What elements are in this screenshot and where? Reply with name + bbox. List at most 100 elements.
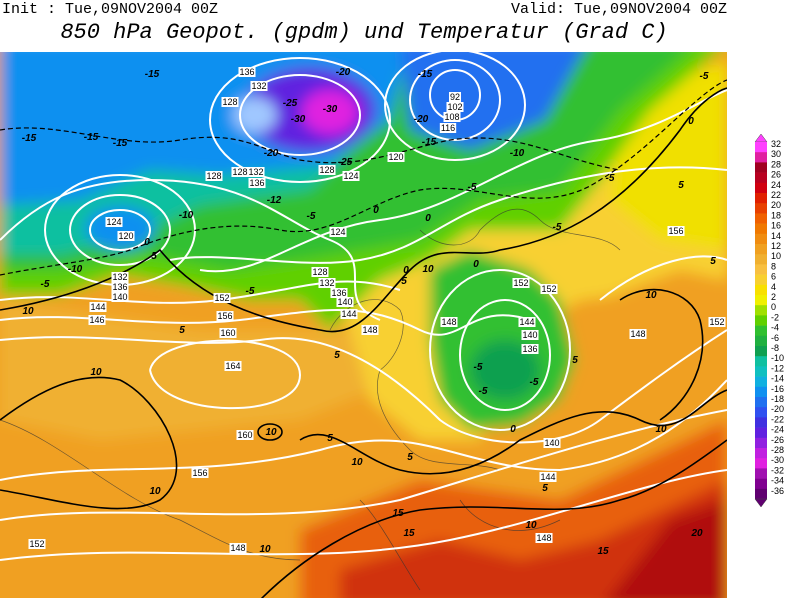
geopotential-label: 128 <box>222 97 237 107</box>
temperature-label: 10 <box>655 424 667 435</box>
colorbar-swatch <box>755 448 767 459</box>
colorbar-swatch <box>755 274 767 286</box>
temperature-label: -12 <box>267 195 282 206</box>
temperature-label: -15 <box>422 137 437 148</box>
temperature-contours <box>0 79 727 598</box>
label-box <box>342 171 360 181</box>
geopotential-label: 140 <box>544 438 559 448</box>
geopotential-label: 152 <box>214 293 229 303</box>
temperature-label: 5 <box>710 256 716 267</box>
colorbar-swatch <box>755 244 767 255</box>
temperature-label: -5 <box>246 286 255 297</box>
temperature-label: 0 <box>144 237 150 248</box>
colorbar-swatch <box>755 315 767 326</box>
temperature-label: 0 <box>403 265 409 276</box>
colorbar-label: -14 <box>771 374 784 384</box>
label-box <box>238 67 256 77</box>
temperature-label: -5 <box>41 279 50 290</box>
label-box <box>311 267 329 277</box>
geopotential-label: 164 <box>225 361 240 371</box>
map-title: 850 hPa Geopot. (gpdm) und Temperatur (G… <box>60 20 667 45</box>
geopotential-label: 136 <box>522 344 537 354</box>
colorbar: 32302826242220181614121086420-2-4-6-8-10… <box>754 133 784 508</box>
colorbar-label: 2 <box>771 292 776 302</box>
colorbar-label: -18 <box>771 394 784 404</box>
label-box <box>224 361 242 371</box>
colorbar-swatch <box>755 142 767 153</box>
geopotential-label: 136 <box>249 178 264 188</box>
geopotential-label: 128 <box>206 171 221 181</box>
label-box <box>629 329 647 339</box>
geopotential-label: 108 <box>444 112 459 122</box>
label-box <box>219 328 237 338</box>
label-box <box>88 315 106 325</box>
temperature-label: -25 <box>283 98 298 109</box>
temperature-label: -20 <box>264 148 279 159</box>
label-box <box>205 171 223 181</box>
colorbar-swatch <box>755 356 767 367</box>
temperature-label: 5 <box>401 276 407 287</box>
geopotential-label: 148 <box>362 325 377 335</box>
colorbar-swatch <box>755 376 767 388</box>
colorbar-label: 8 <box>771 261 776 271</box>
colorbar-label: 0 <box>771 302 776 312</box>
geopotential-label: 160 <box>237 430 252 440</box>
temperature-label: 10 <box>422 264 434 275</box>
geopotential-label: 144 <box>519 317 534 327</box>
temperature-label: 15 <box>403 528 415 539</box>
temperature-label: -20 <box>336 67 351 78</box>
temperature-label: -5 <box>307 211 316 222</box>
colorbar-swatch <box>755 223 767 235</box>
colorbar-label: 10 <box>771 251 781 261</box>
label-box <box>539 472 557 482</box>
colorbar-label: -8 <box>771 343 779 353</box>
label-box <box>512 278 530 288</box>
temperature-label: 10 <box>265 427 277 438</box>
label-box <box>330 288 348 298</box>
temperature-label: -30 <box>323 104 338 115</box>
colorbar-swatch <box>755 172 767 184</box>
geopotential-label: 116 <box>441 123 455 133</box>
colorbar-label: -4 <box>771 323 779 333</box>
temperature-label: 20 <box>690 528 703 539</box>
temperature-label: 5 <box>334 350 340 361</box>
temperature-label: -5 <box>700 71 709 82</box>
temperature-label: 5 <box>542 483 548 494</box>
geopotential-label: 144 <box>341 309 356 319</box>
label-box <box>448 92 462 102</box>
colorbar-swatch <box>755 417 767 428</box>
colorbar-label: 28 <box>771 159 781 169</box>
temperature-label: -5 <box>553 222 562 233</box>
colorbar-swatch <box>755 182 767 194</box>
colorbar-label: -22 <box>771 414 784 424</box>
label-box <box>540 284 558 294</box>
colorbar-swatch <box>755 366 767 377</box>
temperature-label: 0 <box>688 116 694 127</box>
colorbar-swatch <box>755 458 767 469</box>
geopotential-label: 148 <box>536 533 551 543</box>
temperature-label: 5 <box>151 251 157 262</box>
colorbar-bottom-arrow <box>754 498 768 508</box>
label-box <box>387 152 405 162</box>
colorbar-label: 26 <box>771 170 781 180</box>
init-time: Init : Tue,09NOV2004 00Z <box>2 1 218 18</box>
colorbar-swatch <box>755 193 767 204</box>
geopotential-label: 156 <box>217 311 232 321</box>
colorbar-swatch <box>755 233 767 245</box>
colorbar-label: -36 <box>771 486 784 496</box>
temperature-label: -15 <box>113 138 128 149</box>
geopotential-label: 148 <box>630 329 645 339</box>
temperature-label: 10 <box>645 290 657 301</box>
label-box <box>250 81 268 91</box>
geopotential-label: 152 <box>513 278 528 288</box>
temperature-label: 0 <box>373 205 379 216</box>
label-box <box>521 330 539 340</box>
colorbar-label: 30 <box>771 149 781 159</box>
temperature-label: -25 <box>338 157 353 168</box>
colorbar-swatch <box>755 335 767 347</box>
label-box <box>667 226 685 236</box>
colorbar-label: 22 <box>771 190 781 200</box>
geopotential-label: 132 <box>319 278 334 288</box>
colorbar-swatch <box>755 162 767 173</box>
temperature-label: -5 <box>474 362 483 373</box>
